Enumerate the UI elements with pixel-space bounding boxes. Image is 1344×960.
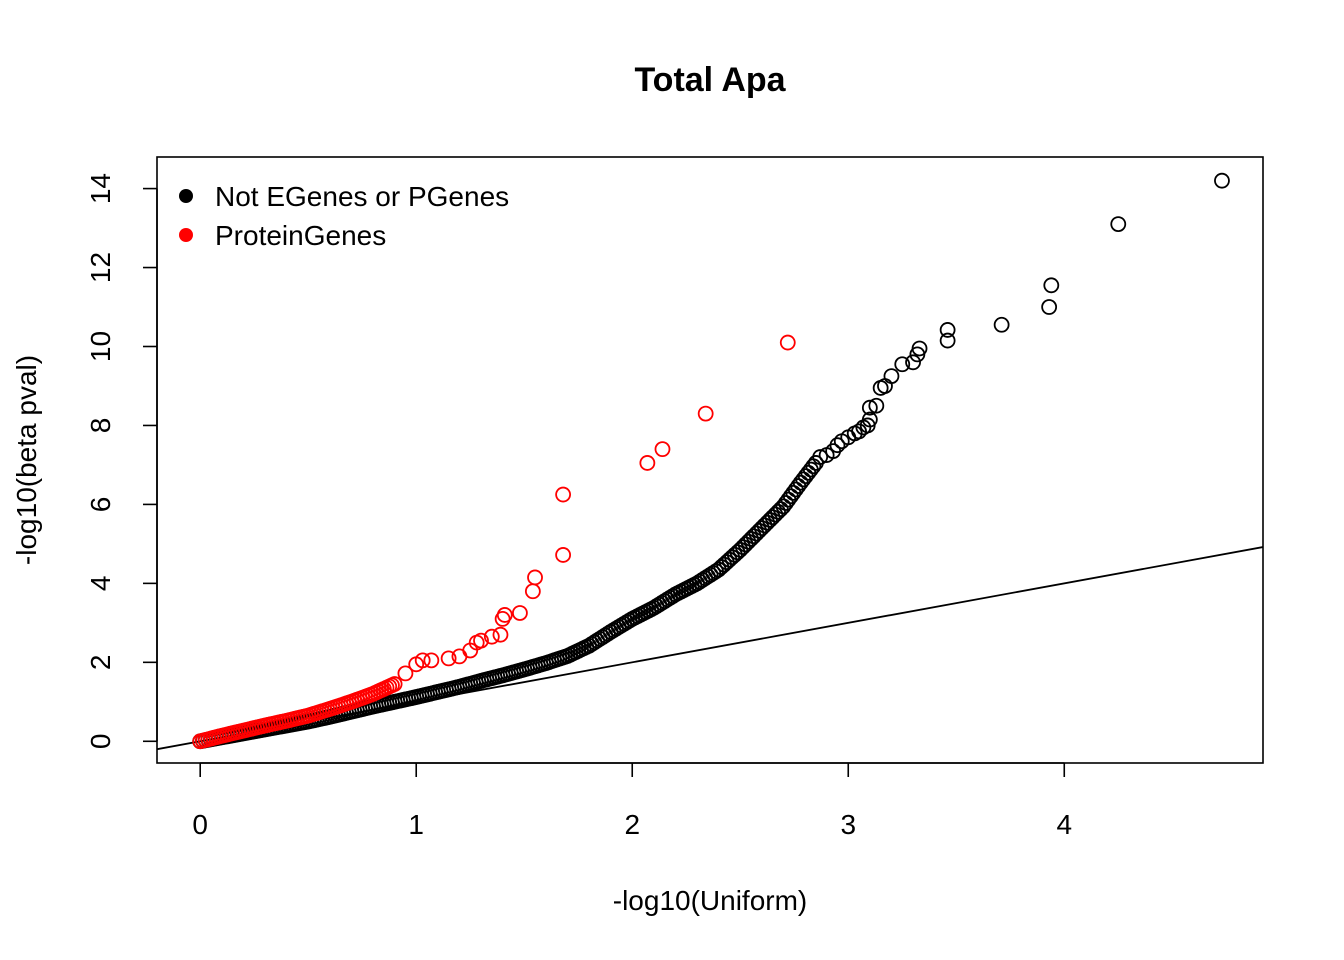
data-point bbox=[737, 536, 754, 553]
data-point bbox=[740, 533, 757, 550]
data-point bbox=[527, 569, 543, 586]
y-axis: 0 2 4 6 8 10 12 14 bbox=[85, 173, 158, 749]
y-tick-label: 0 bbox=[85, 733, 116, 749]
data-point bbox=[759, 514, 776, 531]
data-point bbox=[1214, 172, 1230, 189]
data-point bbox=[473, 632, 489, 649]
data-point bbox=[1043, 277, 1060, 294]
data-point bbox=[732, 541, 749, 558]
data-point bbox=[423, 652, 440, 669]
data-point bbox=[524, 583, 541, 600]
y-tick-label: 12 bbox=[85, 252, 116, 283]
legend-label-proteingenes: ProteinGenes bbox=[215, 220, 386, 251]
data-point bbox=[397, 665, 414, 682]
data-point bbox=[770, 503, 786, 520]
data-point bbox=[883, 368, 900, 385]
data-point bbox=[1041, 299, 1058, 315]
data-point bbox=[751, 522, 768, 539]
y-axis-label: -log10(beta pval) bbox=[11, 355, 42, 565]
data-point bbox=[894, 356, 911, 373]
legend: Not EGenes or PGenes ProteinGenes bbox=[179, 181, 509, 251]
data-point bbox=[697, 405, 714, 422]
x-tick-label: 1 bbox=[408, 809, 424, 840]
data-point bbox=[762, 512, 778, 528]
x-tick-label: 0 bbox=[192, 809, 208, 840]
series-1 bbox=[192, 334, 796, 750]
data-point bbox=[756, 517, 773, 534]
data-point bbox=[729, 544, 746, 561]
y-tick-label: 14 bbox=[85, 173, 116, 204]
data-point bbox=[939, 332, 956, 349]
legend-label-not-egenes: Not EGenes or PGenes bbox=[215, 181, 509, 212]
data-point bbox=[861, 411, 878, 428]
x-axis-label: -log10(Uniform) bbox=[613, 885, 808, 916]
data-point bbox=[868, 397, 885, 414]
data-point bbox=[829, 437, 846, 454]
data-point bbox=[735, 539, 751, 556]
data-point bbox=[753, 520, 770, 537]
data-point bbox=[745, 528, 762, 545]
data-point bbox=[905, 354, 921, 371]
data-point bbox=[812, 449, 829, 465]
data-point bbox=[386, 676, 403, 692]
legend-marker-not-egenes bbox=[179, 189, 193, 203]
y-tick-label: 10 bbox=[85, 331, 116, 362]
x-tick-label: 2 bbox=[624, 809, 640, 840]
data-point bbox=[512, 605, 528, 621]
legend-marker-proteingenes bbox=[179, 228, 193, 242]
y-tick-label: 2 bbox=[85, 655, 116, 671]
data-point bbox=[939, 322, 956, 338]
data-point bbox=[555, 547, 572, 563]
data-point bbox=[1110, 216, 1127, 233]
data-point bbox=[748, 525, 765, 542]
data-point bbox=[764, 509, 781, 526]
points-group bbox=[192, 172, 1230, 750]
data-point bbox=[861, 399, 878, 416]
data-point bbox=[440, 650, 457, 667]
series-0 bbox=[192, 172, 1230, 750]
y-tick-label: 4 bbox=[85, 576, 116, 592]
data-point bbox=[767, 506, 784, 523]
x-axis: 0 1 2 3 4 bbox=[192, 762, 1072, 840]
data-point bbox=[779, 334, 796, 351]
data-point bbox=[654, 441, 671, 458]
data-point bbox=[911, 340, 928, 357]
data-point bbox=[877, 378, 893, 394]
chart-title: Total Apa bbox=[634, 61, 786, 99]
data-point bbox=[414, 652, 431, 669]
data-point bbox=[492, 626, 509, 643]
data-point bbox=[639, 455, 656, 471]
y-tick-label: 8 bbox=[85, 418, 116, 434]
data-point bbox=[483, 628, 500, 645]
data-point bbox=[743, 531, 759, 547]
data-point bbox=[496, 607, 513, 623]
x-tick-label: 3 bbox=[840, 809, 856, 840]
x-tick-label: 4 bbox=[1056, 809, 1072, 840]
data-point bbox=[555, 486, 572, 503]
data-point bbox=[993, 316, 1010, 333]
y-tick-label: 6 bbox=[85, 497, 116, 513]
